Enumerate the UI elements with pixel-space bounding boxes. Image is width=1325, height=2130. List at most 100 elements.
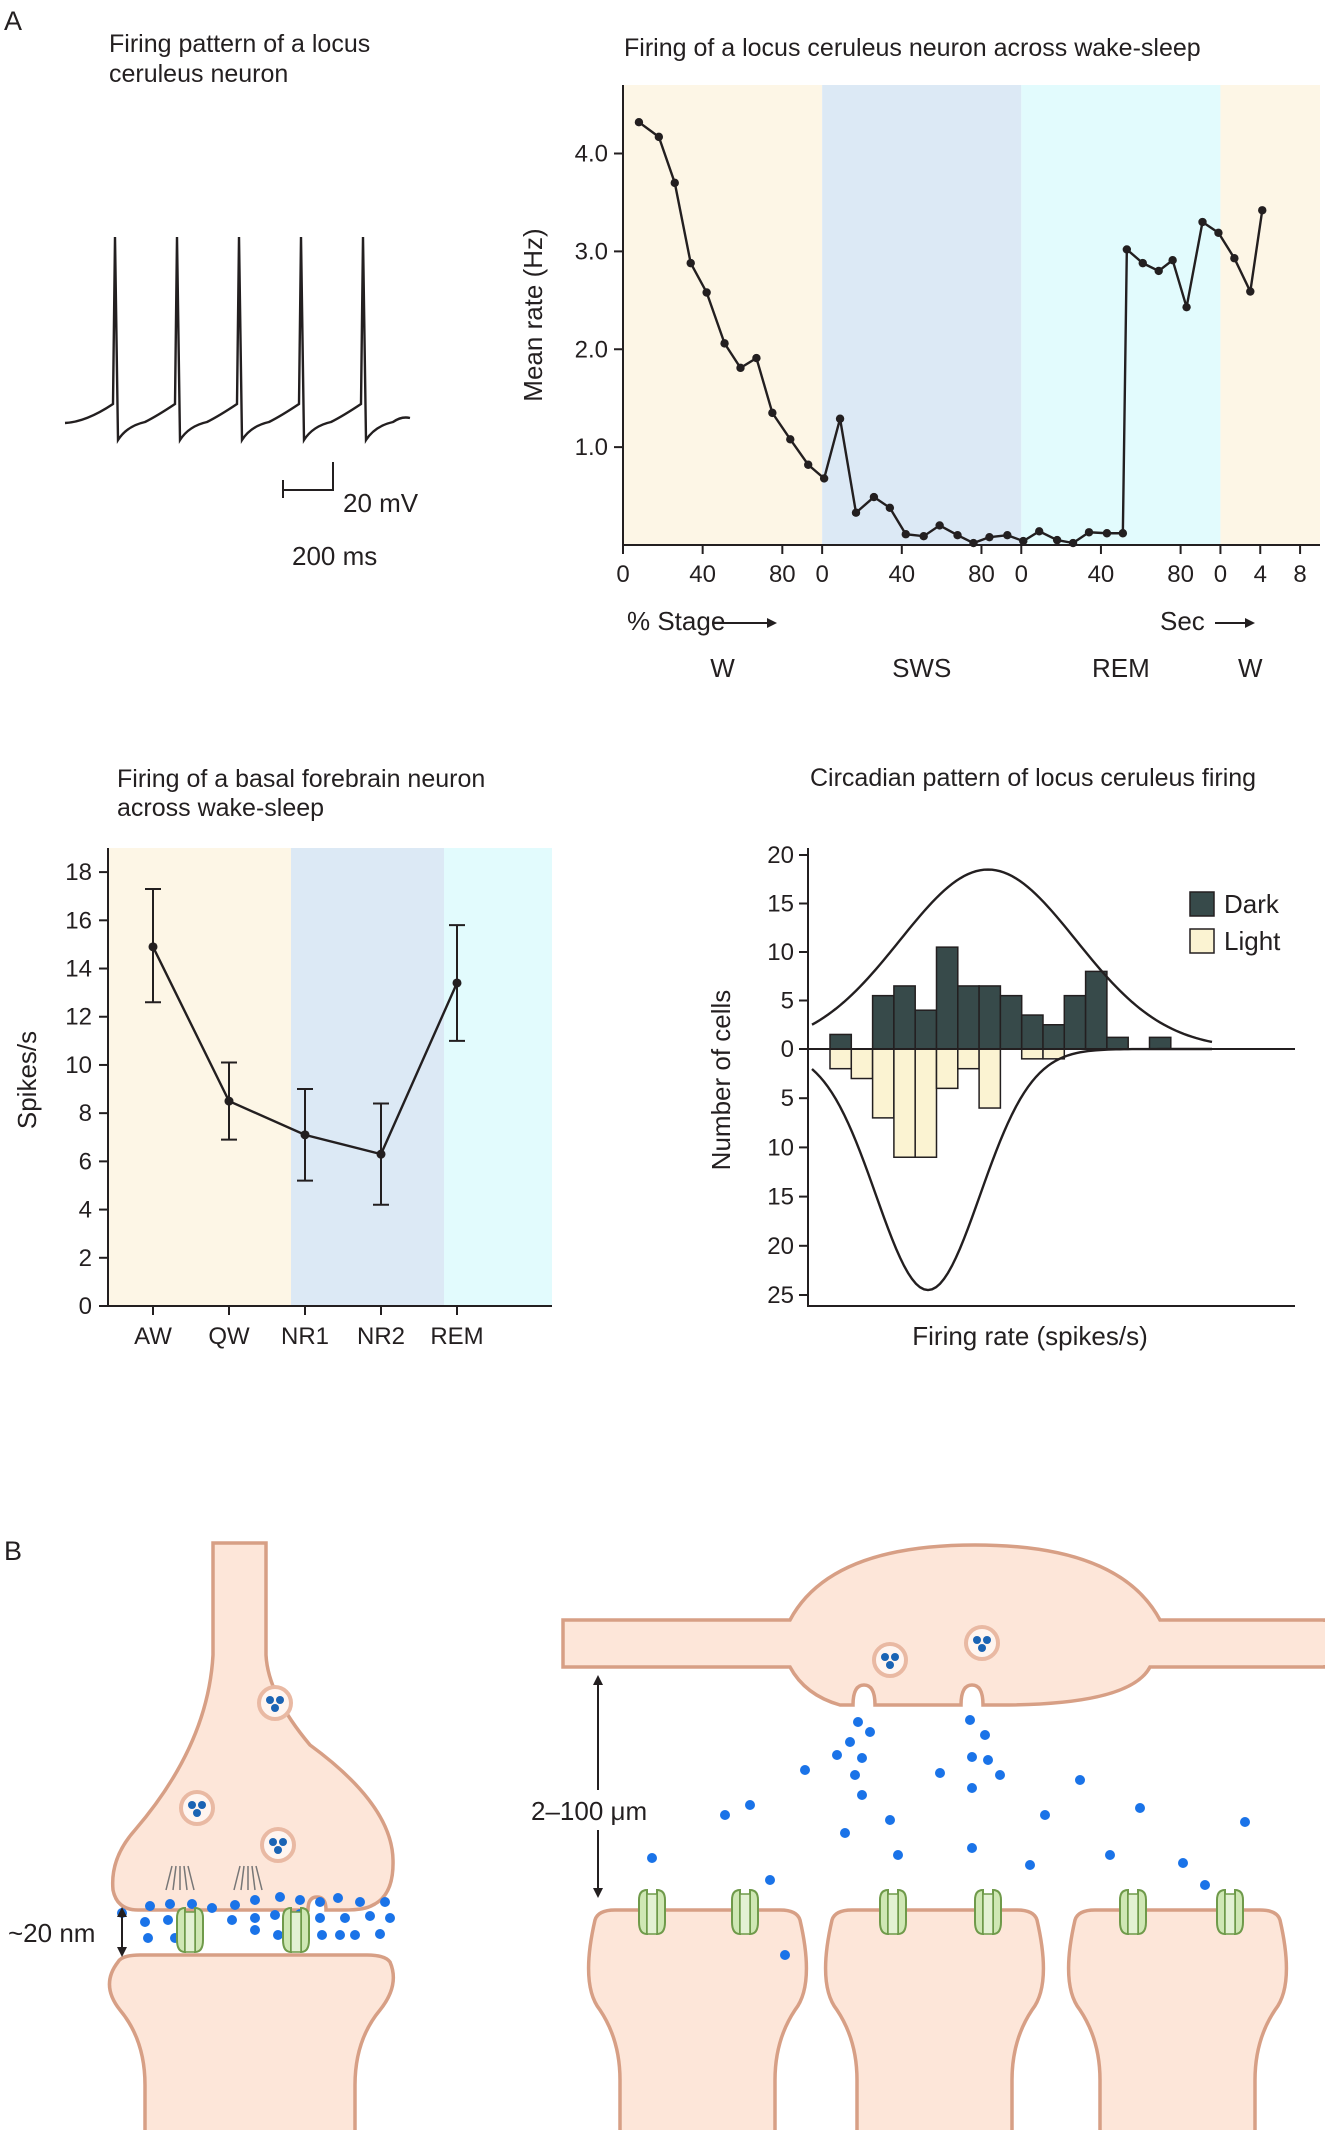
dark-bar-11: [1063, 994, 1087, 1050]
transmitter-dot: [250, 1913, 260, 1923]
bf-title-line2: across wake-sleep: [117, 794, 324, 822]
state-band-2: [444, 848, 552, 1306]
transmitter-dot: [315, 1913, 325, 1923]
data-point-21: [985, 532, 994, 542]
transmitter-dot: [317, 1930, 327, 1940]
y-tick-label-3: 6: [79, 1148, 92, 1175]
dark-bar-8: [999, 994, 1023, 1050]
data-point-26: [1068, 538, 1078, 548]
y-tick-down-label-4: 25: [767, 1282, 794, 1309]
stage-label-0: W: [710, 653, 735, 683]
y-tick-label-1: 2.0: [575, 336, 608, 363]
lc-trace-title-line2: ceruleus neuron: [109, 60, 288, 88]
vesicles: [179, 1685, 296, 1863]
stage-label-1: SWS: [892, 653, 951, 683]
postsynaptic-cell-b: [823, 1908, 1046, 2130]
transmitter-dot: [865, 1727, 875, 1737]
transmitter-dot: [885, 1815, 895, 1825]
histogram-bars: [829, 946, 1172, 1158]
stage-band-1: [822, 85, 1022, 545]
presynaptic-terminal: [110, 1541, 395, 1912]
x-tick-label-1: QW: [208, 1323, 250, 1350]
dark-bar-13: [1106, 1036, 1129, 1050]
membrane-potential-trace: [64, 236, 411, 444]
x-tick-label-9: 0: [1214, 561, 1227, 588]
basal-forebrain-chart: Firing of a basal forebrain neuron acros…: [12, 765, 552, 1350]
data-point-2: [300, 1130, 310, 1140]
transmitter-dot: [647, 1853, 657, 1863]
data-point-24: [1035, 527, 1044, 536]
receptor: [1216, 1888, 1244, 1936]
y-tick-label-0: 0: [79, 1293, 92, 1320]
light-bar-3: [893, 1048, 916, 1158]
transmitter-dot: [333, 1893, 343, 1903]
data-point-6: [736, 363, 745, 373]
data-point-25: [1052, 535, 1062, 545]
transmitter-dot: [375, 1929, 385, 1939]
transmitter-dot: [275, 1892, 285, 1902]
light-bar-9: [1020, 1048, 1044, 1060]
transmitter-dot: [935, 1768, 945, 1778]
stage-label-3: W: [1238, 653, 1263, 683]
data-point-15: [885, 503, 895, 513]
x-ticks: 0 40 80 0 40 80 0 40 80 0 4 8: [616, 545, 1307, 588]
transmitter-dot: [1135, 1803, 1145, 1813]
circadian-title: Circadian pattern of locus ceruleus firi…: [810, 764, 1256, 792]
dark-bar-15: [1148, 1036, 1172, 1050]
data-point-8: [768, 408, 777, 418]
transmitter-dot: [1240, 1817, 1250, 1827]
y-tick-up-label-0: 0: [781, 1036, 794, 1063]
data-point-16: [901, 530, 910, 539]
stage-band-3: [1220, 85, 1320, 545]
x-tick-label-8: 80: [1167, 561, 1194, 588]
x-tick-label-1: 40: [689, 561, 716, 588]
data-point-34: [1182, 302, 1191, 312]
lc-trace-title-line1: Firing pattern of a locus: [109, 30, 370, 58]
y-tick-down-label-1: 10: [767, 1134, 794, 1161]
light-bar-4: [914, 1048, 938, 1158]
y-axis-label: Spikes/s: [12, 1031, 42, 1129]
transmitter-dot: [980, 1730, 990, 1740]
lc-wake-sleep-title: Firing of a locus ceruleus neuron across…: [624, 34, 1201, 62]
transmitter-dot: [165, 1899, 175, 1909]
transmitter-dot: [140, 1917, 150, 1927]
data-point-5: [720, 339, 729, 348]
transmitter-dot: [163, 1915, 173, 1925]
light-bar-0: [829, 1048, 853, 1070]
legend: Dark Light: [1189, 889, 1281, 956]
transmitter-dot: [1025, 1860, 1035, 1870]
panel-label-a: A: [4, 6, 22, 36]
y-tick-label-2: 4: [79, 1197, 92, 1224]
data-point-32: [1154, 266, 1163, 276]
data-point-28: [1102, 529, 1112, 538]
data-point-23: [1019, 536, 1028, 546]
transmitter-dot: [315, 1897, 325, 1907]
y-tick-label-3: 4.0: [575, 141, 608, 168]
stage-note: % Stage: [627, 606, 725, 636]
data-point-18: [935, 521, 944, 530]
transmitter-dot: [1075, 1775, 1085, 1785]
y-ticks: 1.0 2.0 3.0 4.0: [575, 141, 623, 461]
transmitter-dot: [857, 1790, 867, 1800]
transmitter-dot: [145, 1901, 155, 1911]
transmitter-dot: [765, 1875, 775, 1885]
data-point-36: [1214, 228, 1223, 237]
x-axis-label: Firing rate (spikes/s): [912, 1321, 1148, 1351]
legend-label-light: Light: [1224, 926, 1281, 956]
y-tick-label-0: 1.0: [575, 434, 608, 461]
legend-swatch-dark: [1189, 891, 1215, 917]
transmitter-dot: [720, 1810, 730, 1820]
y-tick-down-label-0: 5: [781, 1085, 794, 1112]
mean-rate-line: [638, 121, 1264, 545]
error-bars: [145, 887, 465, 1206]
light-bar-5: [935, 1048, 959, 1090]
receptor: [974, 1888, 1002, 1936]
receptors: [176, 1906, 310, 1954]
transmitter-dot: [340, 1913, 350, 1923]
y-tick-label-8: 16: [65, 907, 92, 934]
transmitter-dot: [845, 1737, 855, 1747]
y-tick-label-7: 14: [65, 956, 92, 983]
x-tick-label-3: NR2: [357, 1323, 405, 1350]
receptor: [879, 1888, 907, 1936]
distance-label: 2–100 μm: [531, 1796, 647, 1826]
